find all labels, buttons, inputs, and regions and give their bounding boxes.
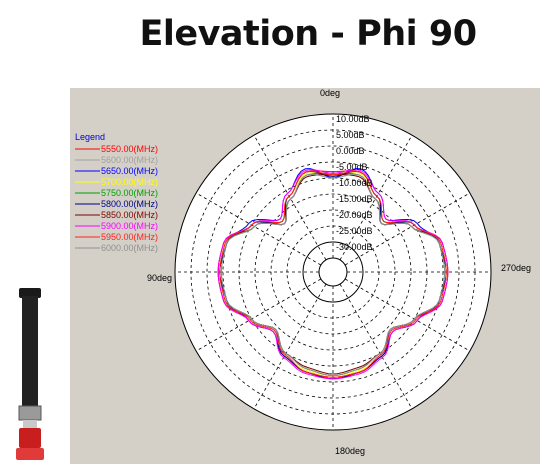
grid-spoke-300 (344, 192, 471, 266)
radial-tick-label: -5.00dB (336, 162, 368, 172)
grid-outer-ring (174, 113, 492, 431)
radial-tick-label: 10.00dB (336, 114, 370, 124)
series-line-9 (220, 173, 446, 377)
angle-label-top: 0deg (320, 88, 340, 98)
series-lines (217, 168, 449, 380)
grid-ring-inner (302, 241, 364, 303)
legend-entry: 5650.00(MHz) (101, 166, 158, 176)
angle-label-left: 90deg (147, 273, 172, 283)
polar-grid (174, 113, 492, 431)
radial-tick-label: -25.00dB (336, 226, 373, 236)
legend-entry: 5600.00(MHz) (101, 155, 158, 165)
legend-entry: 5900.00(MHz) (101, 221, 158, 231)
grid-spoke-240 (344, 278, 471, 352)
legend-entry: 5700.00(MHz) (101, 177, 158, 187)
angle-label-right: 270deg (501, 263, 531, 273)
radial-tick-label: -10.00dB (336, 178, 373, 188)
grid-spoke-210 (339, 283, 413, 410)
antenna-base (16, 448, 44, 460)
legend-entry: 5750.00(MHz) (101, 188, 158, 198)
legend-entry: 6000.00(MHz) (101, 243, 158, 253)
grid-ring-1 (206, 145, 460, 399)
legend-entry: 5850.00(MHz) (101, 210, 158, 220)
grid-spoke-120 (195, 278, 322, 352)
antenna-cap (19, 288, 41, 298)
radial-tick-label: -15.00dB (336, 194, 373, 204)
series-line-8 (219, 170, 447, 378)
polar-plot: 0deg 90deg 270deg 180deg 10.00dB 5.00dB 0.… (75, 88, 531, 456)
grid-ring-4 (254, 193, 412, 351)
antenna-picture (16, 288, 44, 460)
legend-entry: 5950.00(MHz) (101, 232, 158, 242)
polar-labels: 0deg 90deg 270deg 180deg (147, 88, 531, 456)
antenna-collar (18, 405, 42, 421)
legend-entry: 5550.00(MHz) (101, 144, 158, 154)
legend-entry: 5800.00(MHz) (101, 199, 158, 209)
grid-spoke-60 (195, 192, 322, 266)
antenna-connector (19, 428, 41, 448)
radial-tick-label: -20.00dB (336, 210, 373, 220)
grid-spoke-150 (253, 283, 327, 410)
radial-tick-labels: 10.00dB 5.00dB 0.00dB -5.00dB -10.00dB -15.00… (336, 114, 373, 252)
radial-tick-label: 5.00dB (336, 130, 365, 140)
page-title: Elevation - Phi 90 (139, 14, 477, 54)
antenna-body (22, 296, 38, 408)
polar-plot-panel: 0deg 90deg 270deg 180deg 10.00dB 5.00dB 0.… (70, 88, 540, 464)
radial-tick-label: -30.00dB (336, 242, 373, 252)
legend: Legend 5550.00(MHz)5600.00(MHz)5650.00(M… (75, 132, 158, 253)
legend-title: Legend (75, 132, 105, 142)
angle-label-bottom: 180deg (335, 446, 365, 456)
antenna-ring (23, 420, 37, 428)
radial-tick-label: 0.00dB (336, 146, 365, 156)
